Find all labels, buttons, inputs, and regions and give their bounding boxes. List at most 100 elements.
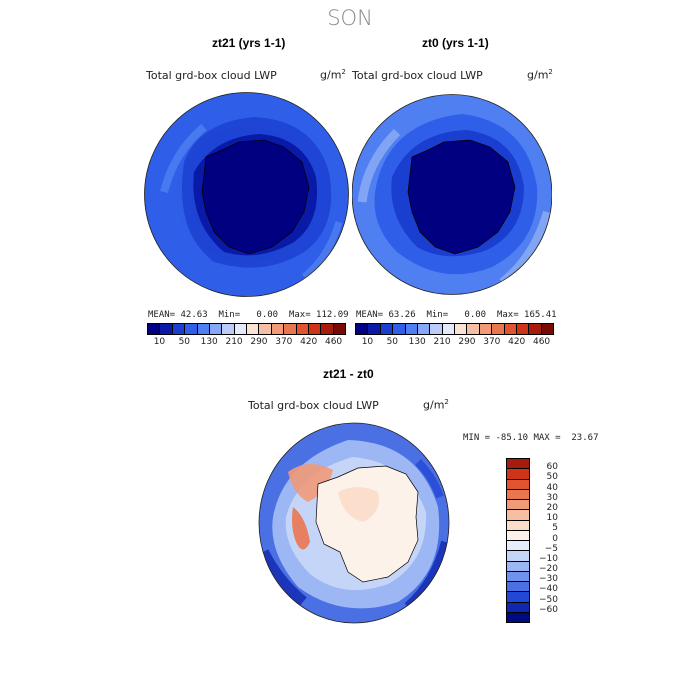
colorbar-swatch: [515, 324, 529, 334]
diff-colorbar-swatch: [507, 601, 529, 612]
diff-colorbar-tick-label: 5: [552, 523, 558, 534]
diff-colorbar-tick-label: −30: [539, 574, 558, 585]
colorbar-swatch: [283, 324, 296, 334]
diff-colorbar-swatch: [507, 611, 529, 622]
colorbar-swatch: [270, 324, 284, 334]
diff-colorbar-swatch: [507, 540, 529, 551]
diff-colorbar-tick-label: −50: [539, 594, 558, 605]
colorbar-swatch: [356, 324, 368, 334]
colorbar-swatch: [404, 324, 417, 334]
diff-colorbar-swatch: [507, 591, 529, 602]
diff-colorbar-swatch: [507, 468, 529, 479]
right-panel-title: zt0 (yrs 1-1): [422, 36, 489, 50]
diff-warm-patch-1: [288, 463, 333, 502]
diff-colorbar-swatch: [507, 550, 529, 561]
right-units: g/m2: [527, 68, 553, 82]
diff-colorbar-tick-label: −60: [539, 604, 558, 615]
diff-colorbar-tick-label: 30: [546, 492, 558, 503]
diff-colorbar-tick-label: −20: [539, 564, 558, 575]
colorbar-swatch: [478, 324, 492, 334]
season-title: SON: [327, 6, 373, 30]
colorbar-swatch: [392, 324, 405, 334]
colorbar-swatch: [379, 324, 393, 334]
colorbar-swatch: [491, 324, 504, 334]
left-panel-title: zt21 (yrs 1-1): [212, 36, 286, 50]
colorbar-swatch: [367, 324, 380, 334]
colorbar-tick-label: 210: [225, 337, 243, 347]
diff-panel-title: zt21 - zt0: [323, 367, 374, 381]
colorbar-swatch: [295, 324, 308, 334]
diff-colorbar-swatch: [507, 570, 529, 581]
diff-variable-label: Total grd-box cloud LWP: [248, 399, 379, 412]
colorbar-swatch: [171, 324, 185, 334]
right-variable-label: Total grd-box cloud LWP: [352, 69, 483, 82]
colorbar-tick-label: 10: [361, 337, 374, 347]
colorbar-tick-label: 290: [458, 337, 476, 347]
left-variable-label: Total grd-box cloud LWP: [146, 69, 277, 82]
colorbar-tick-label: 130: [200, 337, 218, 347]
left-colorbar: [147, 323, 346, 335]
colorbar-swatch: [159, 324, 172, 334]
diff-colorbar-tick-label: 60: [546, 462, 558, 473]
diff-colorbar-tick-label: 20: [546, 502, 558, 513]
colorbar-tick-label: 50: [386, 337, 399, 347]
colorbar-swatch: [208, 324, 222, 334]
right-map: [352, 94, 552, 295]
colorbar-tick-label: 290: [250, 337, 268, 347]
colorbar-swatch: [148, 324, 160, 334]
diff-colorbar-swatch: [507, 499, 529, 510]
left-stats: MEAN= 42.63 Min= 0.00 Max= 112.09: [148, 310, 349, 320]
colorbar-swatch: [454, 324, 467, 334]
colorbar-tick-label: 50: [178, 337, 191, 347]
colorbar-swatch: [196, 324, 209, 334]
left-units: g/m2: [320, 68, 346, 82]
colorbar-swatch: [429, 324, 442, 334]
diff-colorbar-tick-label: −40: [539, 584, 558, 595]
colorbar-tick-label: 420: [508, 337, 526, 347]
diff-colorbar-swatch: [507, 509, 529, 520]
colorbar-swatch: [332, 324, 345, 334]
colorbar-tick-label: 130: [408, 337, 426, 347]
diff-colorbar-tick-label: 50: [546, 472, 558, 483]
diff-colorbar-tick-label: −5: [544, 543, 558, 554]
diff-map: [258, 422, 450, 624]
diff-colorbar-swatch: [507, 519, 529, 530]
colorbar-swatch: [528, 324, 541, 334]
diff-colorbar-tick-label: 10: [546, 513, 558, 524]
diff-colorbar-swatch: [507, 478, 529, 489]
colorbar-swatch: [233, 324, 246, 334]
colorbar-swatch: [441, 324, 454, 334]
colorbar-swatch: [184, 324, 197, 334]
right-colorbar-ticks: 10 50 130 210 290 370 420 460: [355, 337, 554, 349]
diff-colorbar-tick-label: 40: [546, 482, 558, 493]
diff-colorbar-swatch: [507, 581, 529, 592]
colorbar-tick-label: 10: [153, 337, 166, 347]
diff-colorbar-swatch: [507, 459, 529, 469]
left-antarctica: [201, 139, 310, 255]
right-colorbar: [355, 323, 554, 335]
diff-colorbar-ticks: 60 50 40 30 20 10 5 0 −5 −10 −20 −30 −40 −50 −60: [528, 458, 568, 621]
colorbar-swatch: [246, 324, 259, 334]
colorbar-swatch: [258, 324, 271, 334]
diff-units: g/m2: [423, 398, 449, 412]
colorbar-tick-label: 210: [433, 337, 451, 347]
diff-colorbar-swatch: [507, 560, 529, 571]
colorbar-swatch: [503, 324, 516, 334]
left-colorbar-ticks: 10 50 130 210 290 370 420 460: [147, 337, 346, 349]
right-antarctica: [407, 139, 516, 255]
diff-minmax: MIN = -85.10 MAX = 23.67: [463, 433, 599, 443]
diff-colorbar: [506, 458, 530, 623]
diff-colorbar-swatch: [507, 529, 529, 540]
diff-colorbar-swatch: [507, 488, 529, 499]
colorbar-tick-label: 460: [532, 337, 551, 347]
colorbar-swatch: [540, 324, 553, 334]
colorbar-tick-label: 460: [324, 337, 343, 347]
left-map: [144, 92, 349, 297]
colorbar-swatch: [416, 324, 430, 334]
colorbar-tick-label: 370: [483, 337, 501, 347]
colorbar-tick-label: 370: [275, 337, 293, 347]
colorbar-swatch: [221, 324, 234, 334]
diff-colorbar-tick-label: −10: [539, 553, 558, 564]
diff-warm-patch-2: [292, 507, 310, 550]
colorbar-tick-label: 420: [300, 337, 318, 347]
